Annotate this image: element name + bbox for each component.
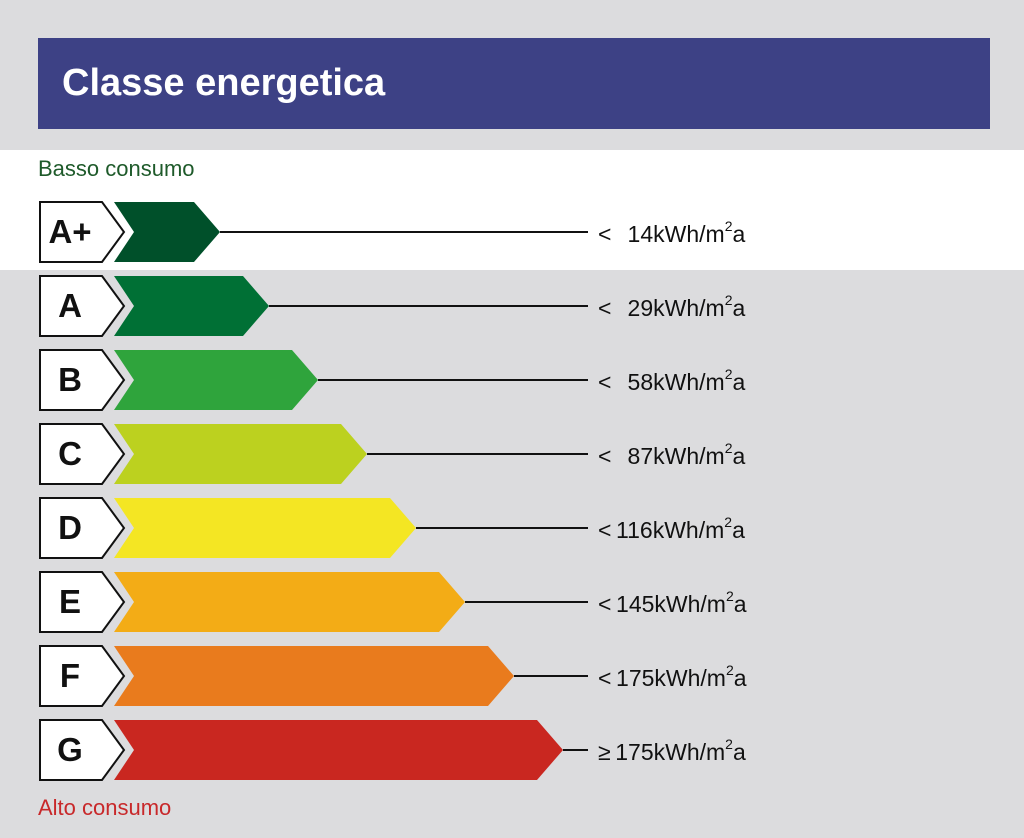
threshold-unit-suffix: a bbox=[732, 295, 746, 321]
low-consumption-label: Basso consumo bbox=[38, 156, 195, 181]
threshold-operator: < bbox=[598, 295, 612, 321]
class-letter: C bbox=[58, 435, 82, 472]
class-label-box bbox=[39, 423, 126, 485]
threshold-value: 14 bbox=[627, 221, 654, 247]
threshold-operator: < bbox=[598, 665, 612, 691]
threshold-unit-exponent: 2 bbox=[724, 440, 733, 457]
class-label-box bbox=[39, 645, 126, 707]
class-threshold: < 29kWh/m2a bbox=[598, 293, 745, 323]
threshold-unit: kWh/m bbox=[652, 517, 725, 543]
threshold-unit-exponent: 2 bbox=[725, 588, 734, 605]
threshold-value: 87 bbox=[627, 443, 654, 469]
threshold-value: 58 bbox=[627, 369, 654, 395]
threshold-unit-exponent: 2 bbox=[724, 292, 733, 309]
class-threshold: < 175kWh/m2a bbox=[598, 663, 747, 693]
threshold-unit: kWh/m bbox=[653, 221, 725, 247]
threshold-unit: kWh/m bbox=[653, 739, 726, 765]
class-bar bbox=[114, 202, 220, 262]
class-bar bbox=[114, 498, 416, 558]
threshold-operator: < bbox=[598, 443, 612, 469]
threshold-unit-suffix: a bbox=[732, 739, 746, 765]
class-letter: B bbox=[58, 361, 82, 398]
class-bar bbox=[114, 646, 514, 706]
class-label-box bbox=[39, 201, 126, 263]
threshold-unit: kWh/m bbox=[653, 369, 725, 395]
threshold-unit-exponent: 2 bbox=[724, 218, 733, 235]
class-threshold: ≥ 175kWh/m2a bbox=[598, 737, 746, 767]
threshold-unit: kWh/m bbox=[654, 665, 726, 691]
class-letter: A bbox=[58, 287, 82, 324]
class-letter: G bbox=[57, 731, 83, 768]
class-letter: A+ bbox=[48, 213, 92, 250]
threshold-unit-exponent: 2 bbox=[724, 366, 733, 383]
threshold-value: 29 bbox=[627, 295, 654, 321]
threshold-unit-suffix: a bbox=[732, 443, 746, 469]
threshold-unit-exponent: 2 bbox=[725, 736, 733, 753]
threshold-value: 145 bbox=[616, 591, 655, 617]
class-threshold: < 14kWh/m2a bbox=[598, 219, 745, 249]
class-label-box bbox=[39, 497, 126, 559]
class-label-box bbox=[39, 719, 126, 781]
title-bar: Classe energetica bbox=[38, 38, 990, 129]
class-label-box bbox=[39, 349, 126, 411]
threshold-unit-suffix: a bbox=[733, 665, 747, 691]
threshold-operator: < bbox=[598, 221, 612, 247]
threshold-value: 175 bbox=[616, 665, 655, 691]
threshold-unit-exponent: 2 bbox=[725, 662, 734, 679]
class-threshold: < 116kWh/m2a bbox=[598, 515, 745, 545]
class-letter: F bbox=[59, 657, 81, 694]
class-threshold: < 145kWh/m2a bbox=[598, 589, 747, 619]
class-bar bbox=[114, 350, 318, 410]
class-label-box bbox=[39, 275, 126, 337]
threshold-unit-exponent: 2 bbox=[724, 514, 733, 531]
threshold-value: 116 bbox=[616, 517, 653, 543]
threshold-operator: < bbox=[598, 369, 612, 395]
threshold-unit: kWh/m bbox=[653, 443, 725, 469]
class-label-box bbox=[39, 571, 126, 633]
threshold-unit-suffix: a bbox=[732, 369, 746, 395]
class-bar bbox=[114, 720, 563, 780]
threshold-operator: ≥ bbox=[598, 739, 611, 765]
high-consumption-label: Alto consumo bbox=[38, 795, 172, 820]
class-threshold: < 58kWh/m2a bbox=[598, 367, 745, 397]
threshold-unit-suffix: a bbox=[732, 221, 746, 247]
threshold-unit-suffix: a bbox=[732, 517, 745, 543]
threshold-unit: kWh/m bbox=[654, 591, 726, 617]
threshold-unit: kWh/m bbox=[653, 295, 725, 321]
threshold-value: 175 bbox=[615, 739, 654, 765]
threshold-operator: < bbox=[598, 517, 612, 543]
class-letter: E bbox=[58, 583, 81, 620]
chart-title: Classe energetica bbox=[62, 62, 386, 104]
class-letter: D bbox=[58, 509, 82, 546]
class-bar bbox=[114, 276, 269, 336]
class-threshold: < 87kWh/m2a bbox=[598, 441, 745, 471]
class-bar bbox=[114, 424, 367, 484]
class-bar bbox=[114, 572, 465, 632]
threshold-unit-suffix: a bbox=[733, 591, 747, 617]
threshold-operator: < bbox=[598, 591, 612, 617]
